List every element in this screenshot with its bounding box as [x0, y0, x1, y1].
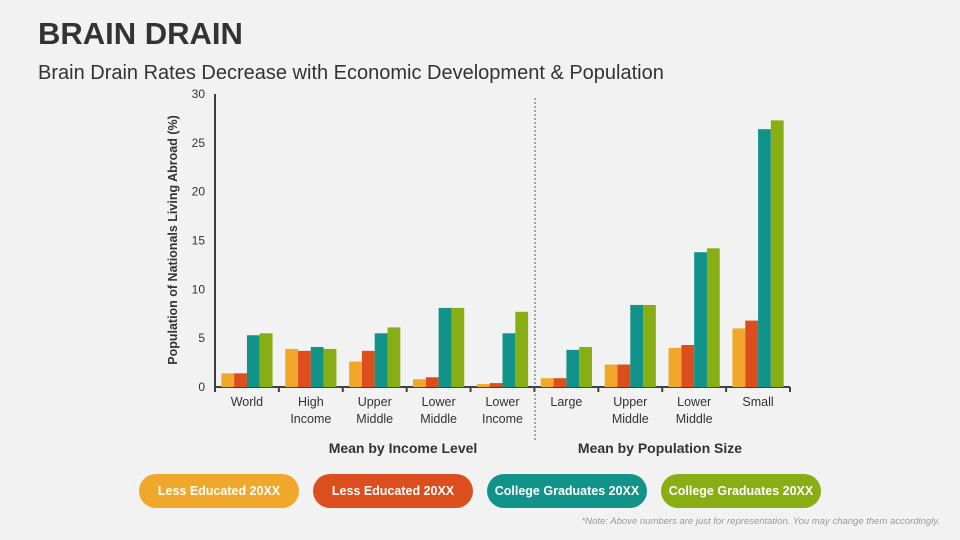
x-tick-label: Lower [422, 395, 456, 409]
bar [259, 333, 273, 387]
bar [310, 346, 324, 387]
bar [770, 120, 784, 388]
legend-item: Less Educated 20XX [139, 474, 299, 508]
bar [745, 320, 759, 387]
footnote: *Note: Above numbers are just for repres… [581, 516, 940, 527]
group-label-income: Mean by Income Level [329, 440, 478, 456]
bar [617, 364, 631, 387]
bar [425, 377, 439, 387]
bar [694, 252, 707, 387]
bar [681, 345, 695, 387]
bar [451, 307, 465, 387]
bar [234, 373, 247, 387]
bar [643, 304, 656, 387]
x-tick-label: Small [742, 395, 773, 409]
x-tick-label: High [298, 395, 324, 409]
bar [489, 383, 503, 387]
x-tick-label: Lower [485, 395, 519, 409]
bar [323, 348, 337, 387]
legend-item: Less Educated 20XX [313, 474, 473, 508]
bar [668, 347, 682, 387]
bar [413, 379, 426, 387]
y-tick-label: 15 [192, 234, 206, 248]
x-tick-label: Middle [676, 412, 713, 426]
x-tick-label: Upper [358, 395, 392, 409]
x-tick-label: Large [550, 395, 582, 409]
y-tick-label: 5 [198, 331, 205, 345]
group-label-population: Mean by Population Size [578, 440, 742, 456]
x-tick-label: World [231, 395, 263, 409]
bar [553, 378, 567, 387]
page-title: BRAIN DRAIN [38, 16, 243, 51]
bar [579, 346, 592, 387]
bar [502, 333, 516, 387]
y-tick-label: 30 [192, 87, 206, 101]
bar [732, 328, 746, 387]
y-tick-label: 0 [198, 380, 205, 394]
bar [361, 350, 375, 387]
x-tick-label: Middle [612, 412, 649, 426]
x-tick-label: Upper [613, 395, 647, 409]
bar [706, 248, 720, 387]
y-tick-label: 20 [192, 185, 206, 199]
legend-item: College Graduates 20XX [661, 474, 821, 508]
bar [387, 327, 401, 387]
x-tick-label: Income [290, 412, 331, 426]
y-tick-label: 10 [192, 282, 206, 296]
x-tick-label: Middle [356, 412, 393, 426]
bar [604, 364, 618, 387]
bar [758, 129, 771, 387]
x-tick-label: Income [482, 412, 523, 426]
bar [349, 361, 362, 387]
y-axis-label: Population of Nationals Living Abroad (%… [166, 115, 180, 365]
bar [630, 304, 644, 387]
bar [540, 378, 554, 387]
bar [298, 350, 311, 387]
bar [221, 373, 235, 387]
chart-subtitle: Brain Drain Rates Decrease with Economic… [38, 62, 664, 84]
y-tick-label: 25 [192, 136, 206, 150]
x-tick-label: Middle [420, 412, 457, 426]
bar [285, 348, 299, 387]
bar [374, 333, 388, 387]
bar [515, 311, 529, 387]
bar [566, 349, 580, 387]
bar [246, 335, 260, 387]
bar [438, 307, 452, 387]
x-tick-label: Lower [677, 395, 711, 409]
bar [476, 384, 490, 387]
legend-item: College Graduates 20XX [487, 474, 647, 508]
